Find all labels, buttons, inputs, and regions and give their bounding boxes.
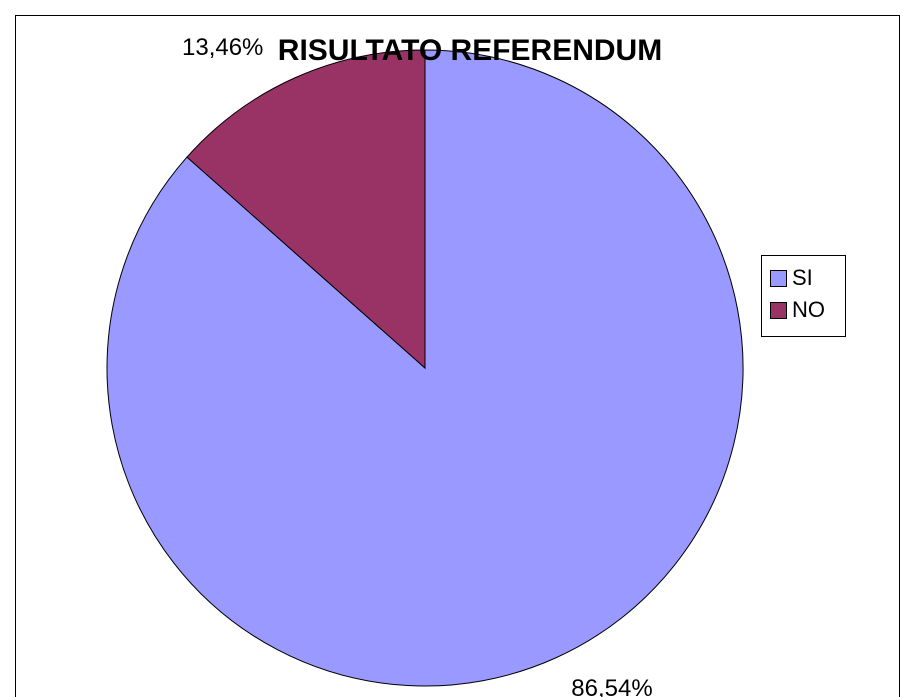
legend-label-no: NO: [792, 297, 825, 322]
legend-swatch-no: [770, 301, 787, 319]
legend-label-si: SI: [792, 265, 813, 290]
legend-item-no: NO: [762, 294, 845, 326]
pie-slice-no: [186, 49, 426, 370]
legend: SI NO: [761, 255, 846, 337]
legend-item-si: SI: [762, 262, 845, 294]
legend-swatch-si: [770, 269, 787, 287]
chart-title: RISULTATO REFERENDUM: [278, 34, 662, 67]
data-label-si: 86,54%: [571, 675, 652, 697]
data-label-no: 13,46%: [182, 34, 263, 61]
